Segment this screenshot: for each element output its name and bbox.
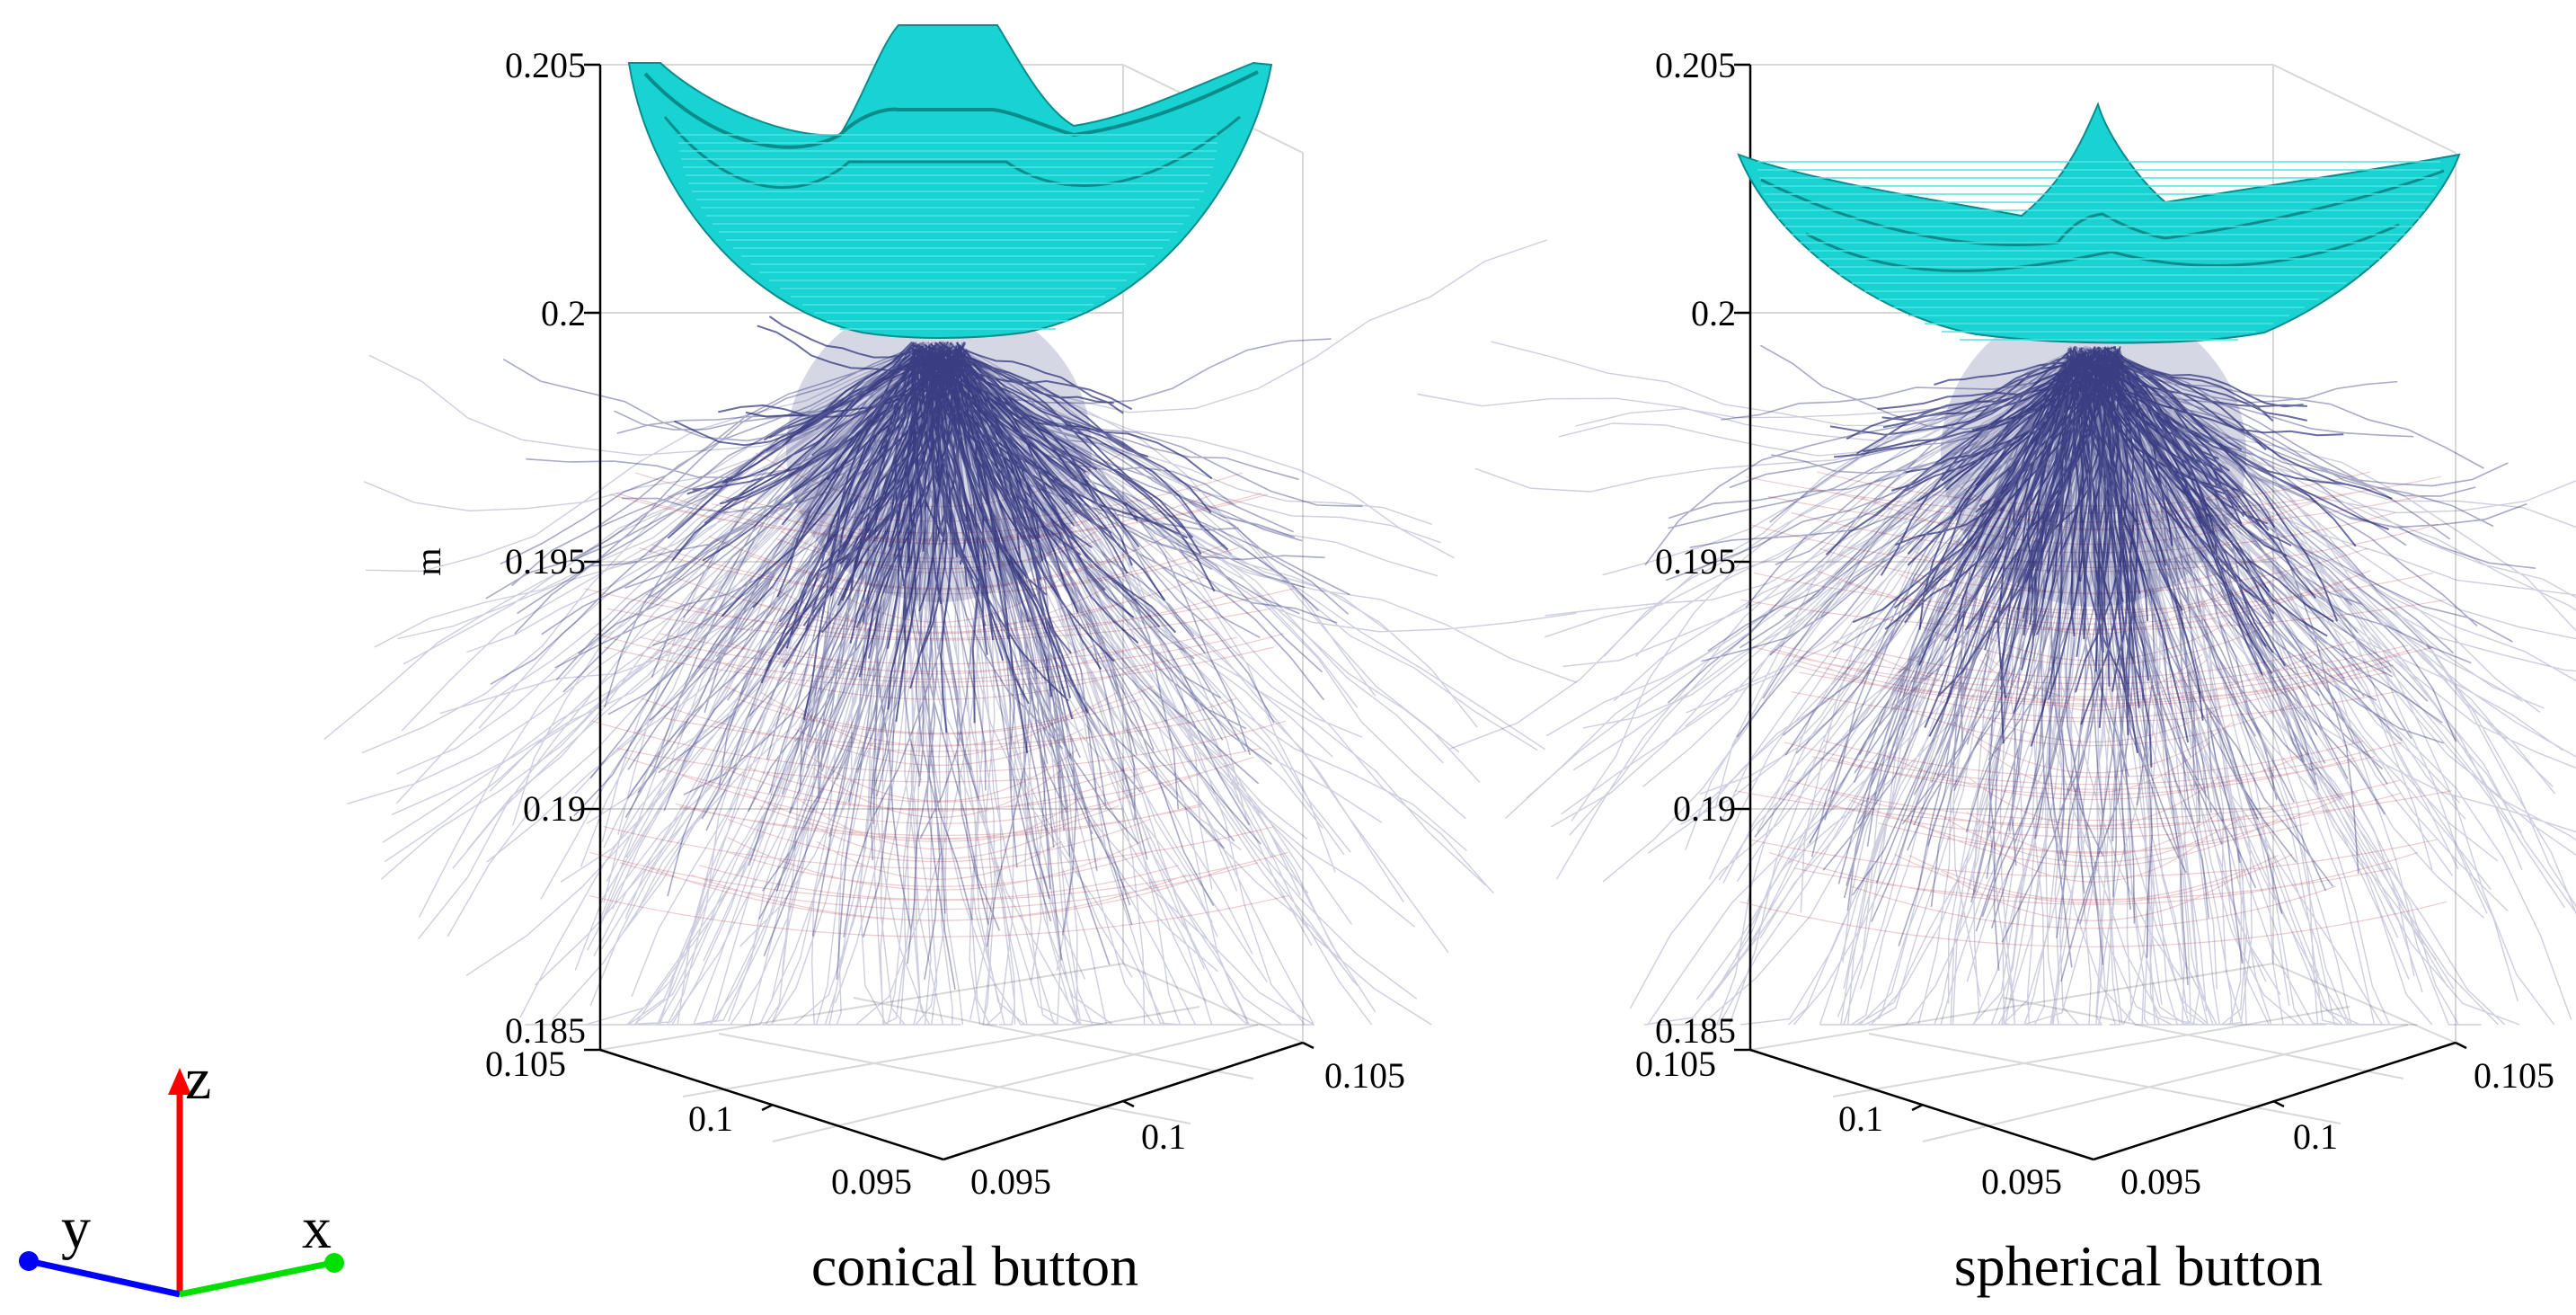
z-tick-label: 0.195 xyxy=(1655,541,1736,582)
panel-caption: spherical button xyxy=(1954,1234,2324,1298)
x-tick-labels: 0.095 0.1 0.105 xyxy=(970,1055,1405,1202)
fiber-strands xyxy=(667,315,1229,754)
z-label: z xyxy=(185,1046,211,1112)
y-tick-label: 0.105 xyxy=(1635,1044,1716,1084)
z-tick-labels: 0.205 0.2 0.195 0.19 0.185 xyxy=(505,45,586,1051)
fiber-core xyxy=(1941,301,2246,607)
z-tick-label: 0.2 xyxy=(541,293,586,333)
z-tick-label: 0.205 xyxy=(1655,45,1736,85)
x-tick-label: 0.095 xyxy=(2120,1161,2201,1202)
z-tick-label: 0.185 xyxy=(505,1010,586,1051)
z-tick-label: 0.19 xyxy=(1673,788,1736,829)
y-tick-label: 0.105 xyxy=(485,1044,566,1084)
z-tick-label: 0.2 xyxy=(1691,293,1736,333)
y-tick-label: 0.1 xyxy=(1838,1098,1883,1139)
fiber-cloud xyxy=(1417,301,2576,1026)
y-label: y xyxy=(61,1195,91,1261)
x-axis-arrow xyxy=(179,1259,333,1298)
x-label: x xyxy=(302,1195,332,1261)
y-tick-labels: 0.105 0.1 0.095 xyxy=(1635,1044,2062,1202)
x-tick-label: 0.095 xyxy=(970,1161,1051,1202)
y-tick-label: 0.1 xyxy=(688,1098,733,1139)
z-axis-label: m xyxy=(408,547,448,575)
spherical-button xyxy=(1737,102,2461,344)
y-arrow-head xyxy=(19,1251,39,1271)
x-tick-label: 0.105 xyxy=(2474,1055,2554,1096)
button-rim xyxy=(643,70,1259,149)
panel-spherical: 0.205 0.2 0.195 0.19 0.185 0.105 0.1 0.0… xyxy=(1417,45,2576,1298)
x-tick-labels: 0.095 0.1 0.105 xyxy=(2120,1055,2554,1202)
x-arrow-head xyxy=(324,1253,344,1273)
z-tick-labels: 0.205 0.2 0.195 0.19 0.185 xyxy=(1655,45,1736,1051)
fiber-core xyxy=(786,297,1092,602)
y-tick-label: 0.095 xyxy=(1981,1161,2062,1202)
fiber-strands xyxy=(323,239,1577,1026)
axes-box xyxy=(599,64,1304,1142)
button-surface xyxy=(627,24,1273,339)
coordinate-triad: z y x xyxy=(19,1046,344,1298)
z-tick-label: 0.185 xyxy=(1655,1010,1736,1051)
panel-conical: 0.205 0.2 0.195 0.19 0.185 m 0.105 0.1 0… xyxy=(323,24,1577,1298)
z-tick-label: 0.205 xyxy=(505,45,586,85)
x-tick-label: 0.1 xyxy=(1141,1116,1186,1157)
fiber-strands xyxy=(1825,346,2393,768)
z-arrow-head xyxy=(168,1068,191,1095)
panel-caption: conical button xyxy=(811,1234,1138,1298)
axes-frame xyxy=(584,63,1315,1161)
y-tick-label: 0.095 xyxy=(831,1161,912,1202)
x-tick-label: 0.105 xyxy=(1324,1055,1405,1096)
button-mesh xyxy=(1757,161,2440,341)
fiber-cloud xyxy=(323,239,1577,1026)
y-axis-arrow xyxy=(28,1257,181,1298)
z-tick-label: 0.19 xyxy=(523,788,586,829)
y-tick-labels: 0.105 0.1 0.095 xyxy=(485,1044,912,1202)
button-rim xyxy=(663,115,1241,190)
x-tick-label: 0.1 xyxy=(2293,1116,2338,1157)
button-mesh xyxy=(678,134,1217,330)
fiber-strands xyxy=(1735,471,2452,947)
z-tick-label: 0.195 xyxy=(505,541,586,582)
conical-button xyxy=(627,24,1273,339)
axes-frame xyxy=(1734,63,2467,1161)
